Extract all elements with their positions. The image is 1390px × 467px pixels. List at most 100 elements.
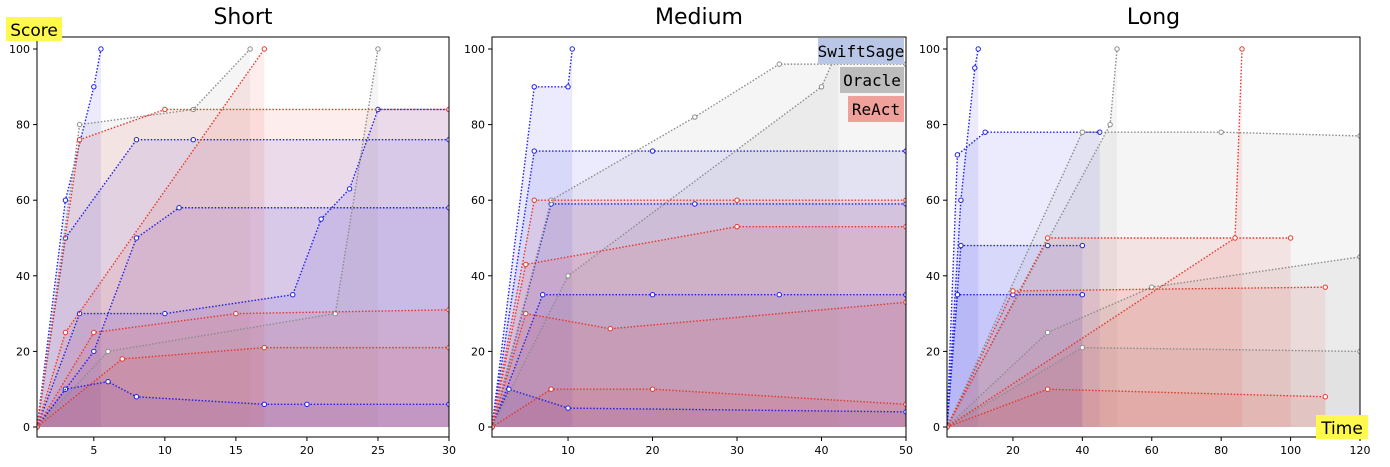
x-tick-label: 80 (1214, 444, 1228, 457)
data-point-swiftsage (98, 46, 104, 52)
data-point-swiftsage (531, 84, 537, 90)
series-area-swiftsage-3 (492, 151, 906, 427)
series-area-react-8 (37, 309, 449, 427)
series-line-oracle-5 (37, 48, 251, 428)
data-point-oracle (76, 121, 83, 128)
data-point-react (531, 197, 537, 203)
series-line-react-7 (492, 225, 906, 428)
data-point-oracle (1218, 129, 1224, 135)
series-area-swiftsage-2 (492, 203, 906, 427)
data-point-swiftsage (62, 197, 69, 203)
legend-badge-bg (818, 38, 904, 64)
data-point-swiftsage (1079, 242, 1086, 249)
data-point-react (492, 424, 495, 430)
data-point-swiftsage (304, 401, 310, 408)
legend-badge-label: ReAct (852, 100, 900, 119)
x-tick-label: 10 (158, 444, 172, 457)
data-point-swiftsage (346, 186, 353, 192)
series-area-react-11 (947, 49, 1242, 427)
data-point-oracle (105, 348, 111, 355)
x-tick-label: 40 (1075, 444, 1089, 457)
data-point-react (734, 223, 740, 230)
data-point-swiftsage (982, 129, 988, 135)
series-line-swiftsage-0 (947, 131, 1100, 428)
x-callout-bg (1316, 415, 1368, 439)
data-point-react (1322, 284, 1328, 290)
x-tick-label: 60 (1145, 444, 1159, 457)
panel-title: Long (1127, 5, 1180, 30)
data-point-react (37, 424, 40, 430)
series-line-react-9 (37, 346, 449, 428)
y-tick-label: 80 (926, 119, 940, 132)
series-area-oracle-5 (37, 49, 251, 427)
data-point-react (1044, 235, 1051, 241)
x-tick-label: 100 (1280, 444, 1301, 457)
series-line-swiftsage-2 (492, 203, 906, 428)
legend-item-oracle: Oracle (840, 67, 904, 93)
x-callout-label: Time (1320, 419, 1363, 439)
series-line-react-7 (37, 108, 449, 428)
series-area-swiftsage-1 (37, 109, 449, 427)
data-point-react (523, 310, 529, 317)
panel-title: Medium (655, 5, 743, 30)
series-area-oracle-6 (947, 347, 1360, 427)
series-area-react-10 (492, 200, 906, 427)
data-point-oracle (1357, 254, 1360, 260)
data-point-swiftsage (972, 65, 978, 71)
axes-frame (36, 36, 450, 438)
series-area-react-7 (37, 109, 449, 427)
y-tick-label: 40 (16, 270, 30, 283)
data-point-swiftsage (569, 46, 575, 52)
data-point-swiftsage (76, 310, 83, 317)
data-point-swiftsage (975, 46, 981, 52)
data-point-react (233, 310, 239, 317)
data-point-oracle (247, 46, 253, 52)
y-tick-label: 80 (16, 119, 30, 132)
data-point-react (162, 106, 168, 113)
data-point-react (119, 356, 125, 362)
data-point-react (62, 329, 69, 336)
legend-badge-bg (848, 96, 904, 122)
data-point-react (261, 46, 268, 52)
series-line-oracle-6 (492, 48, 840, 428)
y-callout-label: Score (10, 21, 58, 41)
plot-area (947, 46, 1360, 430)
legend: SwiftSage Oracle ReAct (818, 38, 904, 122)
series-line-swiftsage-0 (492, 388, 906, 428)
data-point-swiftsage (954, 152, 961, 158)
data-point-swiftsage (105, 378, 111, 385)
y-tick-label: 0 (23, 421, 30, 434)
legend-badge-label: Oracle (843, 71, 901, 90)
data-point-react (1322, 394, 1328, 400)
series-line-oracle-6 (37, 48, 379, 428)
legend-item-react: ReAct (848, 96, 904, 122)
data-point-swiftsage (133, 394, 140, 400)
legend-badge-bg (840, 67, 904, 93)
series-area-swiftsage-2 (947, 294, 1083, 427)
data-point-oracle (565, 273, 571, 279)
x-tick-label: 120 (1350, 444, 1371, 457)
series-line-react-9 (947, 286, 1326, 428)
series-line-swiftsage-1 (947, 244, 1083, 428)
data-point-react (947, 424, 950, 430)
data-point-oracle (776, 61, 782, 67)
y-tick-label: 0 (478, 421, 485, 434)
chart-panel-medium: 0 20 40 60 80 100 10 20 30 40 50 Medium (464, 5, 913, 457)
series-area-oracle-6 (37, 49, 378, 427)
data-point-react (1044, 386, 1051, 392)
axes-frame (491, 36, 907, 438)
data-point-swiftsage (539, 292, 546, 298)
data-point-swiftsage (190, 137, 196, 143)
y-tick-label: 60 (16, 194, 30, 207)
series-area-oracle-5 (947, 256, 1360, 427)
data-point-swiftsage (958, 197, 964, 203)
data-point-oracle (1357, 348, 1360, 355)
series-line-swiftsage-3 (492, 150, 906, 428)
data-point-swiftsage (565, 405, 571, 411)
x-tick-label: 40 (815, 444, 829, 457)
series-area-react-8 (492, 302, 906, 427)
data-point-swiftsage (531, 148, 537, 154)
series-line-swiftsage-1 (37, 108, 449, 428)
series-area-react-7 (492, 226, 906, 427)
x-tick-label: 50 (899, 444, 913, 457)
